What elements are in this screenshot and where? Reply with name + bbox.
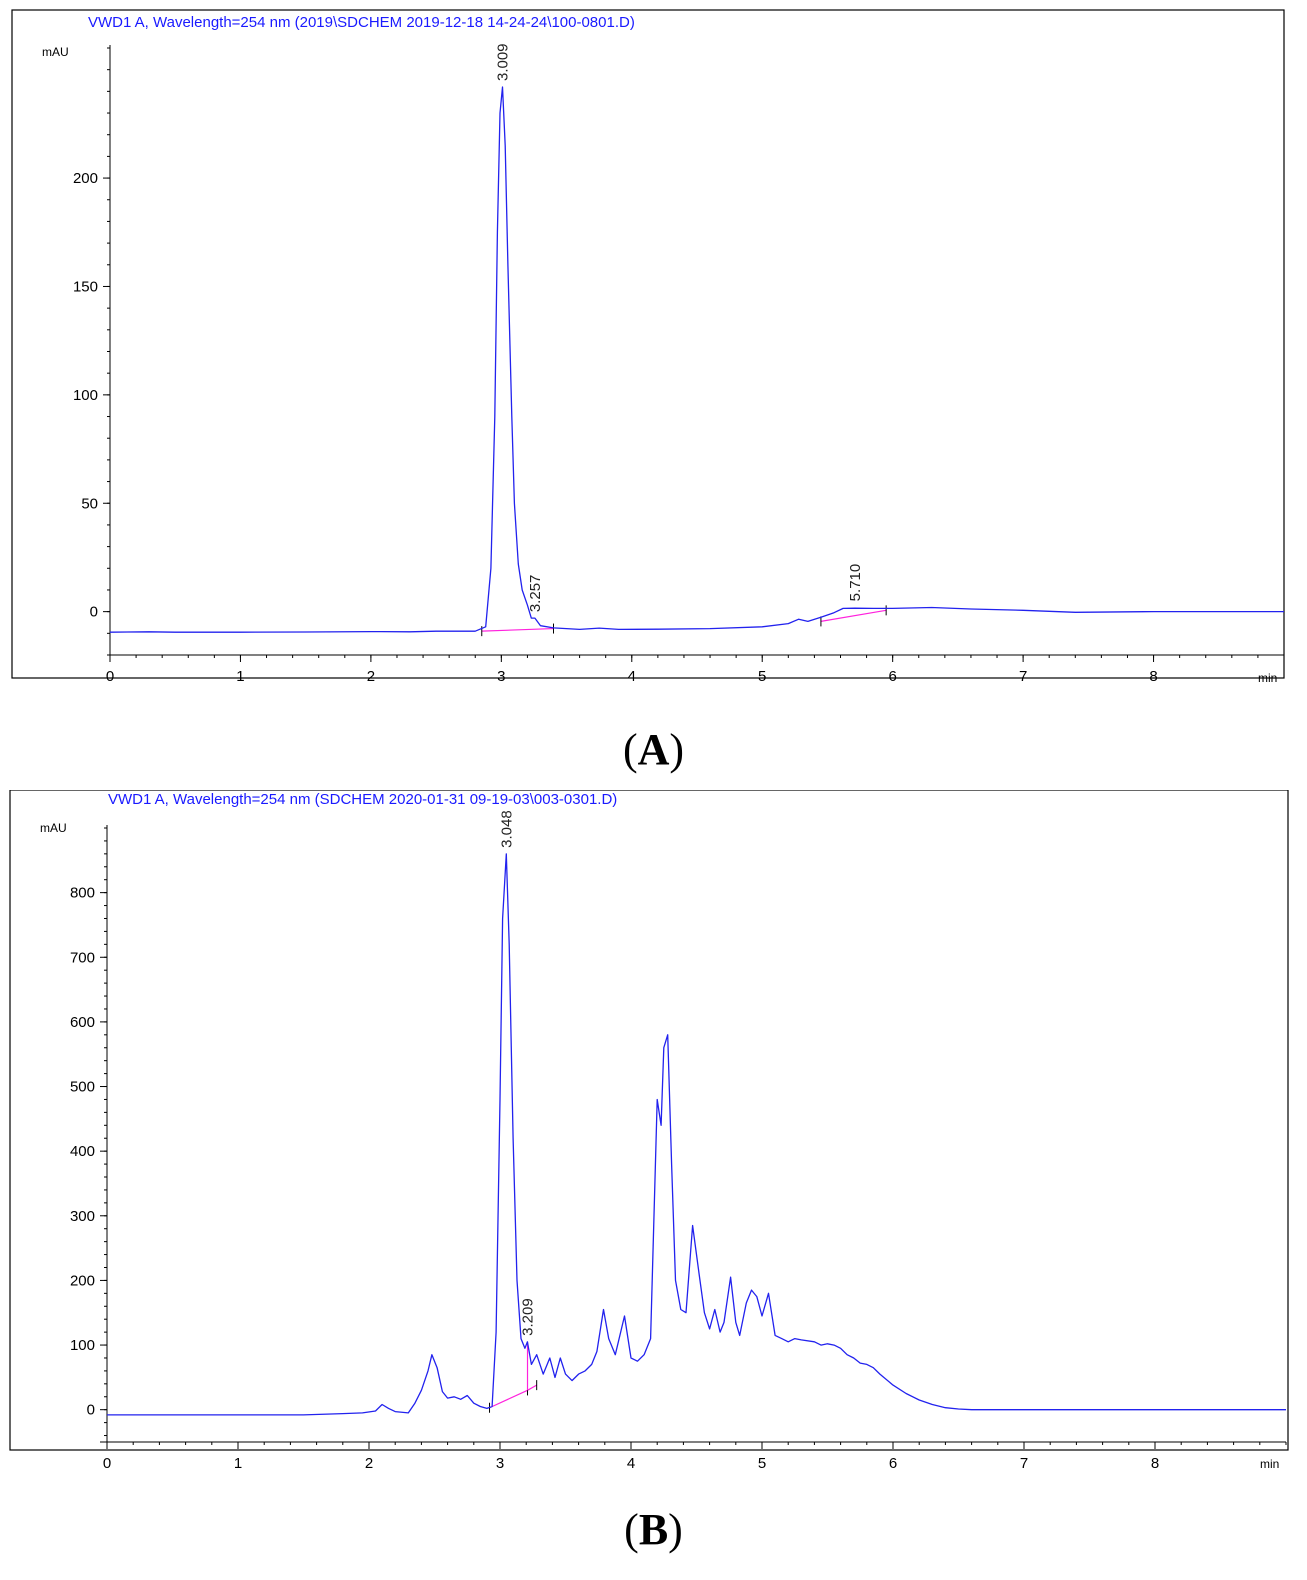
peak-label-a: 3.009 (495, 43, 512, 81)
x-tick-label-b: 8 (1151, 1455, 1159, 1472)
x-tick-label-a: 3 (497, 668, 505, 685)
caption-a: (A) (0, 724, 1307, 775)
x-tick-label-a: 5 (758, 668, 766, 685)
y-tick-label-b: 700 (70, 949, 95, 966)
chromatogram-a-svg: VWD1 A, Wavelength=254 nm (2019\SDCHEM 2… (11, 9, 1285, 685)
y-tick-label-b: 600 (70, 1014, 95, 1031)
y-tick-label-b: 100 (70, 1337, 95, 1354)
chromatogram-panel-a: VWD1 A, Wavelength=254 nm (2019\SDCHEM 2… (0, 0, 1307, 700)
peak-label-a: 3.257 (527, 575, 544, 613)
chromatogram-b-svg: VWD1 A, Wavelength=254 nm (SDCHEM 2020-0… (9, 790, 1289, 1472)
chromatogram-trace-b (107, 853, 1286, 1416)
x-tick-label-a: 2 (367, 668, 375, 685)
x-tick-label-b: 0 (103, 1455, 111, 1472)
y-axis-unit-a: mAU (42, 45, 69, 59)
x-tick-label-b: 3 (496, 1455, 504, 1472)
peak-label-a: 5.710 (847, 564, 864, 602)
integration-baseline-a (481, 627, 554, 632)
integration-baseline-b (527, 1384, 537, 1391)
x-tick-label-a: 7 (1019, 668, 1027, 685)
x-tick-label-b: 5 (758, 1455, 766, 1472)
chart-title-a: VWD1 A, Wavelength=254 nm (2019\SDCHEM 2… (88, 14, 635, 31)
integration-baseline-a (820, 609, 887, 622)
y-tick-label-b: 400 (70, 1143, 95, 1160)
integration-baseline-b (489, 1389, 528, 1409)
chart-frame-b (9, 790, 1289, 1451)
peak-label-b: 3.048 (498, 810, 515, 848)
x-tick-label-b: 4 (627, 1455, 635, 1472)
y-axis-unit-b: mAU (40, 821, 67, 835)
y-tick-label-b: 300 (70, 1208, 95, 1225)
x-tick-label-a: 4 (628, 668, 636, 685)
chart-title-b: VWD1 A, Wavelength=254 nm (SDCHEM 2020-0… (108, 791, 617, 808)
x-tick-label-b: 2 (365, 1455, 373, 1472)
chromatogram-panel-b: VWD1 A, Wavelength=254 nm (SDCHEM 2020-0… (0, 790, 1307, 1500)
y-tick-label-b: 800 (70, 885, 95, 902)
y-tick-label-b: 200 (70, 1272, 95, 1289)
chart-frame-a (11, 9, 1285, 679)
y-tick-label-a: 200 (73, 170, 98, 187)
y-tick-label-b: 500 (70, 1079, 95, 1096)
peak-label-b: 3.209 (519, 1298, 536, 1336)
x-tick-label-b: 6 (889, 1455, 897, 1472)
chromatogram-trace-a (109, 86, 1284, 633)
y-tick-label-b: 0 (87, 1402, 95, 1419)
x-axis-unit-b: min (1260, 1457, 1279, 1471)
caption-a-text: (A) (622, 725, 685, 774)
caption-b: (B) (0, 1504, 1307, 1555)
x-tick-label-a: 0 (106, 668, 114, 685)
y-tick-label-a: 0 (90, 604, 98, 621)
caption-b-text: (B) (624, 1505, 683, 1554)
y-tick-label-a: 150 (73, 278, 98, 295)
y-tick-label-a: 50 (81, 495, 98, 512)
x-tick-label-a: 8 (1149, 668, 1157, 685)
x-tick-label-b: 1 (234, 1455, 242, 1472)
x-tick-label-b: 7 (1020, 1455, 1028, 1472)
y-tick-label-a: 100 (73, 387, 98, 404)
x-tick-label-a: 1 (236, 668, 244, 685)
x-axis-unit-a: min (1258, 671, 1277, 685)
x-tick-label-a: 6 (888, 668, 896, 685)
